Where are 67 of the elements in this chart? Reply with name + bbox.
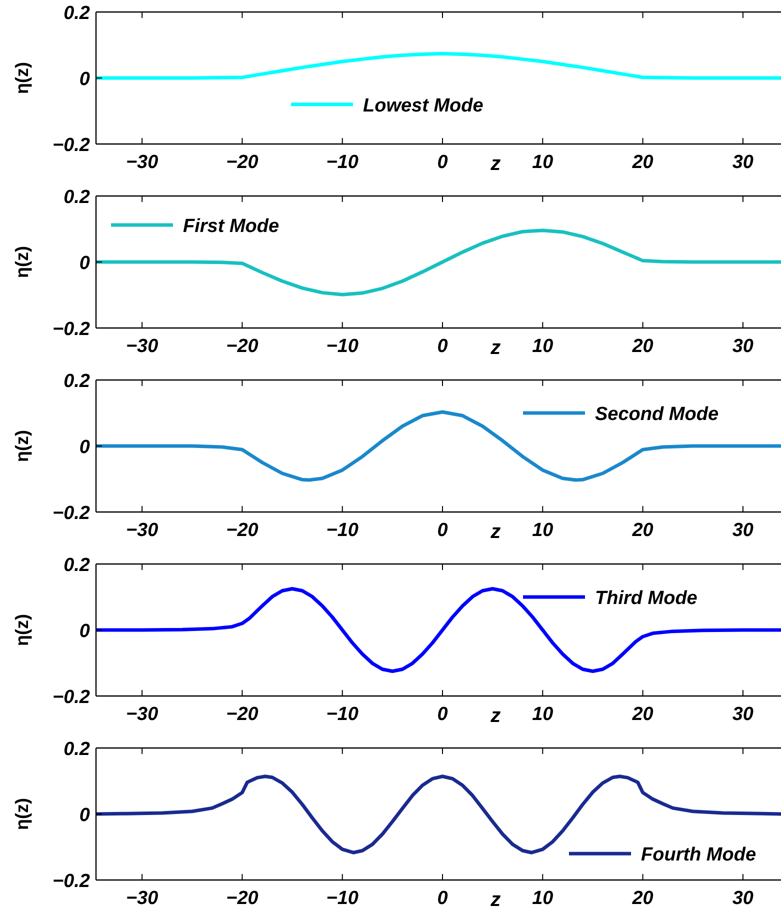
x-tick-label: 0: [437, 520, 448, 541]
x-axis-title: z: [490, 705, 501, 727]
x-tick-label: 20: [631, 704, 654, 725]
x-tick-label: −10: [326, 704, 359, 725]
x-tick-label: 0: [437, 704, 448, 725]
legend-label: First Mode: [183, 216, 280, 238]
y-tick-label: 0: [79, 621, 90, 642]
x-tick-label: 10: [532, 520, 554, 541]
line-series: [96, 52, 781, 80]
x-axis-title: z: [490, 153, 501, 175]
x-tick-label: 10: [532, 704, 554, 725]
legend-label: Fourth Mode: [641, 844, 756, 866]
x-tick-label: 20: [631, 520, 654, 541]
x-tick-label: −30: [126, 704, 159, 725]
x-tick-label: 10: [532, 888, 554, 909]
y-tick-label: 0.2: [64, 3, 90, 24]
legend-label: Second Mode: [595, 404, 719, 425]
y-tick-label: 0.2: [64, 187, 90, 208]
y-tick-label: −0.2: [52, 687, 90, 708]
x-tick-label: −10: [326, 888, 359, 909]
y-tick-label: 0: [79, 69, 90, 90]
legend-label: Third Mode: [595, 588, 698, 609]
x-tick-label: −20: [226, 336, 259, 357]
x-tick-label: 30: [732, 888, 754, 909]
y-axis-title: η(z): [12, 62, 32, 94]
y-tick-label: 0.2: [64, 739, 90, 760]
line-series: [96, 587, 781, 673]
y-axis-title: η(z): [12, 430, 32, 462]
y-tick-label: 0.2: [64, 371, 90, 392]
x-tick-label: −10: [326, 336, 359, 357]
x-tick-label: −30: [126, 152, 159, 173]
x-tick-label: 30: [732, 520, 754, 541]
x-tick-label: 30: [732, 704, 754, 725]
x-tick-label: −20: [226, 888, 259, 909]
x-tick-label: 30: [732, 152, 754, 173]
x-tick-label: −30: [126, 336, 159, 357]
x-tick-label: 20: [631, 152, 654, 173]
x-tick-label: 10: [532, 336, 554, 357]
x-tick-label: −20: [226, 152, 259, 173]
x-tick-label: 10: [532, 152, 554, 173]
x-tick-label: 0: [437, 888, 448, 909]
y-tick-label: −0.2: [52, 135, 90, 156]
y-tick-label: 0.2: [64, 555, 90, 576]
x-tick-label: 20: [631, 336, 654, 357]
x-axis-title: z: [490, 521, 501, 543]
x-tick-label: −20: [226, 704, 259, 725]
x-tick-label: 20: [631, 888, 654, 909]
x-tick-label: −30: [126, 888, 159, 909]
x-tick-label: 30: [732, 336, 754, 357]
y-axis-title: η(z): [12, 614, 32, 646]
x-tick-label: −30: [126, 520, 159, 541]
y-tick-label: 0: [79, 805, 90, 826]
x-tick-label: 0: [437, 336, 448, 357]
x-axis-title: z: [490, 337, 501, 359]
x-tick-label: −20: [226, 520, 259, 541]
x-tick-label: −10: [326, 152, 359, 173]
legend-label: Lowest Mode: [363, 95, 484, 116]
y-tick-label: 0: [79, 437, 90, 458]
y-tick-label: −0.2: [52, 871, 90, 892]
y-tick-label: 0: [79, 253, 90, 274]
y-tick-label: −0.2: [52, 503, 90, 524]
x-tick-label: 0: [437, 152, 448, 173]
x-axis-title: z: [490, 889, 501, 911]
y-axis-title: η(z): [12, 798, 32, 830]
x-tick-label: −10: [326, 520, 359, 541]
y-tick-label: −0.2: [52, 319, 90, 340]
y-axis-title: η(z): [12, 246, 32, 278]
